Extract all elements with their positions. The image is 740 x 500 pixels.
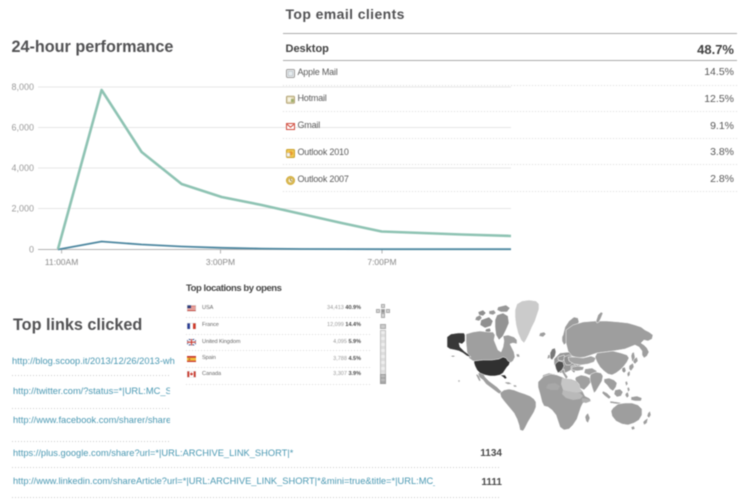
svg-text:3:00PM: 3:00PM [206, 257, 235, 267]
svg-text:4,000: 4,000 [11, 163, 34, 173]
svg-text:8,000: 8,000 [11, 82, 34, 92]
svg-text:6,000: 6,000 [11, 123, 34, 133]
svg-text:2,000: 2,000 [11, 204, 34, 214]
svg-text:7:00PM: 7:00PM [367, 257, 396, 267]
svg-text:0: 0 [29, 245, 34, 255]
svg-text:11:00AM: 11:00AM [45, 257, 78, 267]
